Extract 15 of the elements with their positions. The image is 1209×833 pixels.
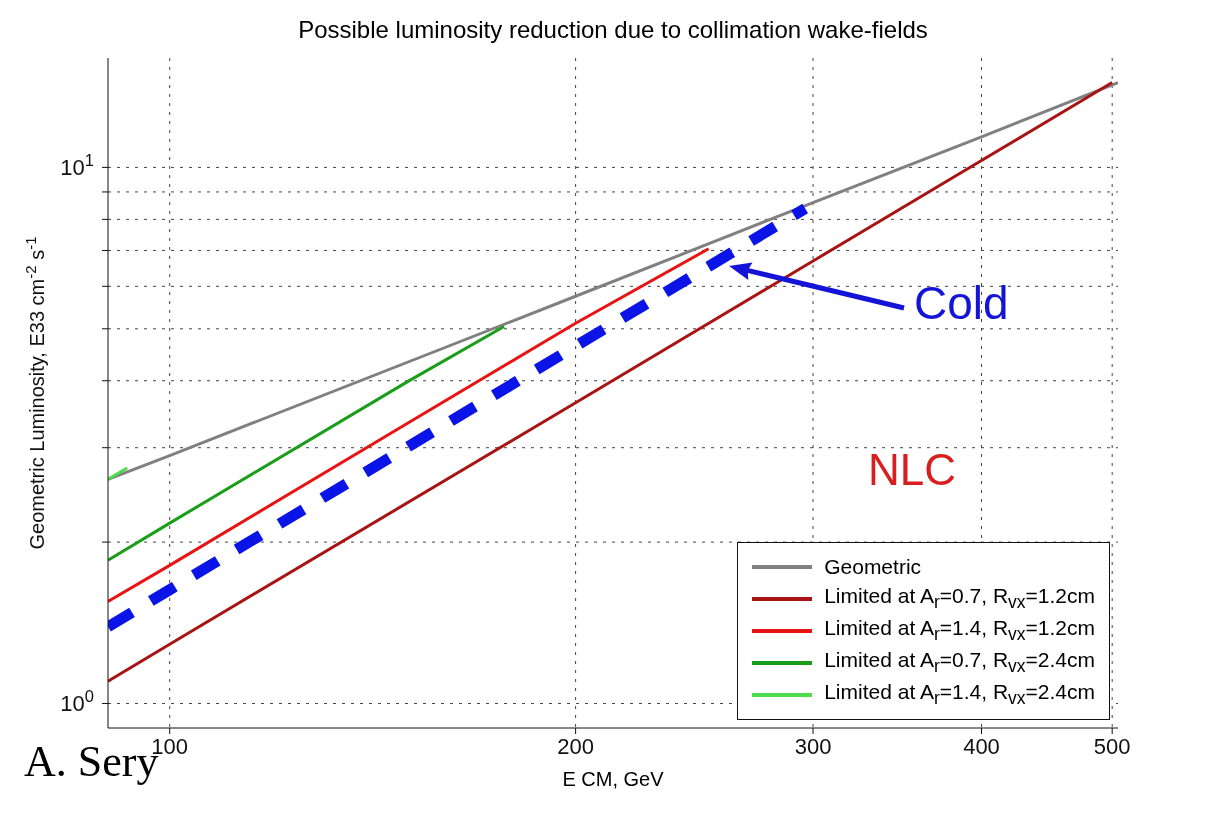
legend-label: Limited at A$_{r}$=0.7, R$_{vx}$=2.4cm — [824, 648, 1095, 678]
x-tick-label: 300 — [794, 734, 832, 759]
legend-label: Geometric — [824, 555, 922, 579]
chart-title: Possible luminosity reduction due to collimation wake-fields — [298, 16, 928, 43]
y-tick-label: 10$^{0}$ — [60, 687, 94, 717]
x-axis-title: E CM, GeV — [562, 768, 664, 790]
x-tick-label: 500 — [1093, 734, 1131, 759]
annotation: NLC — [868, 445, 957, 494]
x-tick-label: 400 — [963, 734, 1000, 759]
x-tick-label: 200 — [557, 734, 594, 759]
legend-label: Limited at A$_{r}$=0.7, R$_{vx}$=1.2cm — [824, 584, 1095, 614]
legend-label: Limited at A$_{r}$=1.4, R$_{vx}$=1.2cm — [824, 616, 1095, 646]
legend-label: Limited at A$_{r}$=1.4, R$_{vx}$=2.4cm — [824, 680, 1095, 710]
annotation: Cold — [914, 277, 1009, 329]
y-tick-label: 10$^{1}$ — [60, 151, 94, 181]
